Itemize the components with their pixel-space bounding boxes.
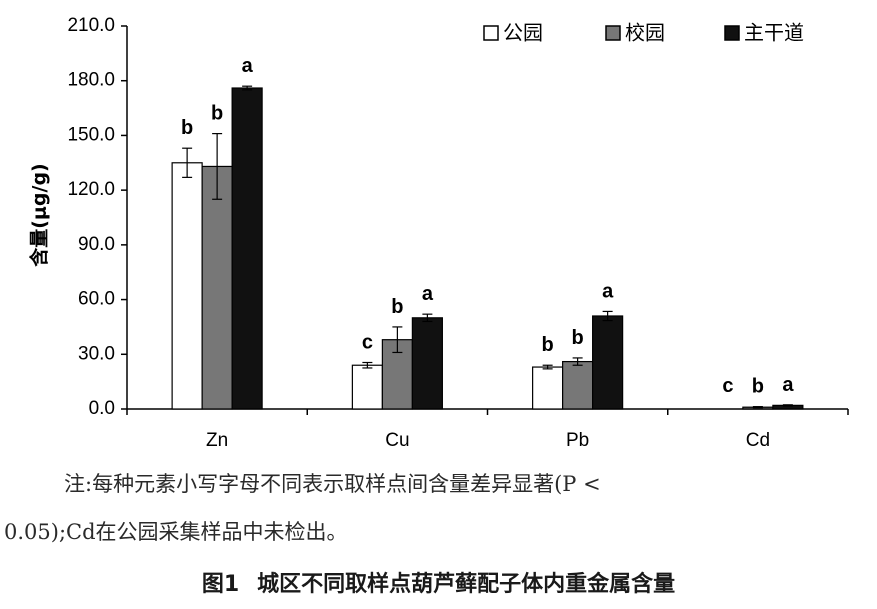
bar bbox=[231, 87, 263, 410]
x-tick-label: Zn bbox=[206, 430, 228, 451]
figure-title: 城区不同取样点葫芦藓配子体内重金属含量 bbox=[257, 572, 676, 597]
figure-caption: 图1 城区不同取样点葫芦藓配子体内重金属含量 bbox=[0, 566, 877, 598]
bar bbox=[201, 165, 233, 410]
significance-label: b bbox=[391, 296, 403, 318]
y-tick-label: 30.0 bbox=[78, 343, 115, 364]
bar-chart: 0.0 30.0 60.0 90.0 120.0 150.0 180.0 210.0 Zn Cu P… bbox=[28, 15, 849, 451]
legend-swatch bbox=[605, 25, 621, 41]
legend-label: 校园 bbox=[625, 21, 665, 45]
bar bbox=[532, 366, 564, 410]
significance-label: b bbox=[211, 103, 223, 125]
x-tick-label: Pb bbox=[566, 430, 589, 451]
legend-label: 公园 bbox=[503, 21, 543, 45]
legend-swatch bbox=[483, 25, 499, 41]
legend-swatch bbox=[724, 25, 740, 41]
figure-note-line-2: 0.05);Cd在公园采集样品中未检出。 bbox=[4, 520, 348, 544]
significance-label: b bbox=[542, 334, 554, 356]
y-tick-label: 210.0 bbox=[67, 15, 115, 36]
figure-note-line-1: 注:每种元素小写字母不同表示取样点间含量差异显著(P < bbox=[64, 472, 601, 496]
x-tick-label: Cd bbox=[746, 430, 770, 451]
y-tick-label: 150.0 bbox=[67, 124, 115, 145]
significance-label: a bbox=[422, 283, 434, 305]
chart-legend: 公园 校园 主干道 bbox=[483, 21, 804, 45]
significance-label: a bbox=[782, 374, 794, 396]
significance-label: a bbox=[242, 55, 254, 77]
bar bbox=[351, 364, 383, 410]
legend-label: 主干道 bbox=[744, 21, 804, 45]
bar bbox=[171, 162, 203, 410]
significance-label: b bbox=[572, 327, 584, 349]
significance-label: c bbox=[362, 331, 373, 353]
y-axis-label: 含量(μg/g) bbox=[28, 163, 51, 267]
y-tick-label: 60.0 bbox=[78, 289, 115, 310]
y-tick-label: 0.0 bbox=[89, 398, 115, 419]
significance-label: b bbox=[752, 376, 764, 398]
bar bbox=[562, 360, 594, 410]
significance-label: c bbox=[722, 375, 733, 397]
x-tick-label: Cu bbox=[385, 430, 409, 451]
significance-label: a bbox=[602, 280, 614, 302]
significance-label: b bbox=[181, 117, 193, 139]
y-tick-label: 90.0 bbox=[78, 234, 115, 255]
chart-axes: 0.0 30.0 60.0 90.0 120.0 150.0 180.0 210.0 Zn Cu P… bbox=[67, 15, 849, 451]
y-tick-label: 120.0 bbox=[67, 179, 115, 200]
figure-number: 图1 bbox=[201, 572, 240, 597]
y-tick-label: 180.0 bbox=[67, 70, 115, 91]
bar bbox=[592, 315, 624, 410]
bar bbox=[411, 317, 443, 410]
